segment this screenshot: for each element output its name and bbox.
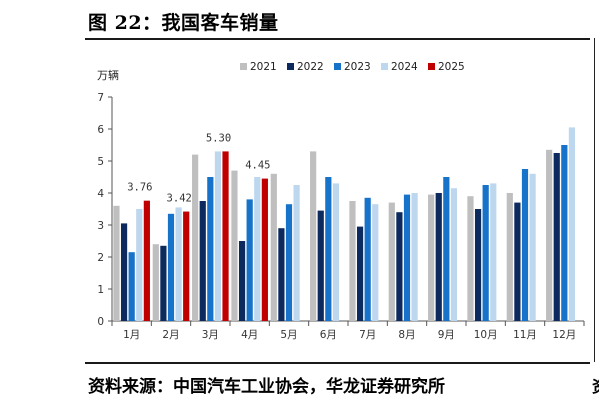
legend-swatch-2021 [240, 63, 247, 70]
bar-2025 [222, 151, 229, 321]
bar-2021 [310, 151, 317, 321]
bar-2023 [443, 177, 450, 321]
x-tick-label: 4月 [241, 329, 258, 341]
top-rule [85, 38, 590, 40]
bar-2023 [128, 252, 135, 321]
data-label: 5.30 [206, 132, 231, 144]
bar-2022 [317, 210, 324, 321]
bar-2024 [254, 177, 261, 321]
bar-2022 [514, 202, 521, 321]
x-tick-label: 11月 [513, 329, 537, 341]
legend-swatch-2025 [428, 63, 435, 70]
legend-label-2021: 2021 [250, 61, 277, 73]
y-tick-label: 4 [97, 188, 104, 200]
y-tick-label: 0 [97, 316, 104, 328]
bar-2024 [450, 188, 458, 321]
x-tick-label: 3月 [202, 329, 219, 341]
bar-2024 [293, 185, 300, 321]
bar-2021 [349, 201, 356, 321]
bar-2023 [561, 145, 568, 321]
bar-2025 [183, 211, 190, 321]
x-tick-label: 6月 [320, 329, 337, 341]
legend-swatch-2022 [287, 63, 294, 70]
bar-2022 [120, 223, 128, 321]
bar-2023 [167, 213, 175, 321]
bar-2023 [246, 199, 253, 321]
bar-2024 [332, 183, 340, 321]
bar-2023 [325, 177, 332, 321]
x-tick-label: 7月 [359, 329, 376, 341]
legend-label-2024: 2024 [391, 61, 418, 73]
bar-2024 [411, 193, 418, 321]
bar-2023 [207, 177, 214, 321]
bar-chart: 0 1 2 3 4 5 6 7 万辆 1月 2月 3月 4月 5月 6月 7月 8月 9月 10月 11月 12月 3.7… [97, 61, 585, 341]
bar-2022 [553, 153, 560, 321]
bar-2022 [160, 245, 167, 321]
bar-2025 [143, 200, 150, 321]
x-tick-label: 9月 [438, 329, 455, 341]
bar-2022 [435, 193, 442, 321]
y-tick-label: 5 [97, 156, 104, 168]
legend-label-2023: 2023 [344, 61, 371, 73]
right-frame-line [594, 38, 595, 362]
data-label: 3.76 [127, 182, 152, 194]
y-tick-label: 6 [97, 124, 104, 136]
legend-label-2025: 2025 [438, 61, 465, 73]
bar-2021 [270, 173, 277, 321]
bar-2021 [546, 149, 553, 321]
x-tick-label: 8月 [398, 329, 415, 341]
bar-2023 [285, 204, 293, 321]
bar-2021 [113, 205, 120, 321]
bar-2023 [482, 185, 489, 321]
bar-2022 [356, 226, 364, 321]
bar-2022 [396, 212, 403, 321]
bottom-rule [85, 362, 590, 364]
bar-2021 [428, 194, 435, 321]
bar-2021 [231, 170, 238, 321]
bar-2022 [474, 209, 482, 321]
figure-title: 图 22：我国客车销量 [88, 12, 279, 34]
x-tick-label: 12月 [552, 329, 576, 341]
bar-2023 [403, 194, 411, 321]
bar-2024 [136, 209, 143, 321]
data-label: 3.42 [167, 193, 192, 205]
y-tick-label: 7 [97, 92, 104, 104]
bar-2024 [568, 127, 576, 322]
source-note: 资料来源：中国汽车工业协会，华龙证券研究所 [88, 377, 445, 397]
bar-2022 [278, 228, 285, 321]
cut-off-source-text: 资 [592, 373, 599, 397]
bar-2021 [152, 244, 159, 321]
bar-2024 [529, 173, 536, 321]
bar-2024 [372, 204, 379, 321]
bar-2021 [388, 202, 395, 321]
y-tick-label: 1 [97, 284, 104, 296]
legend-label-2022: 2022 [297, 61, 324, 73]
y-tick-label: 3 [97, 220, 104, 232]
bar-2022 [238, 241, 246, 321]
bar-2021 [192, 154, 199, 321]
bar-2025 [261, 178, 268, 321]
x-tick-label: 2月 [162, 329, 179, 341]
legend-swatch-2024 [381, 63, 388, 70]
legend-swatch-2023 [334, 63, 341, 70]
y-tick-label: 2 [97, 252, 104, 264]
bar-2023 [364, 197, 371, 321]
bar-2021 [467, 196, 474, 321]
bar-2024 [175, 207, 182, 321]
x-tick-label: 1月 [123, 329, 140, 341]
bar-2024 [490, 183, 497, 321]
bar-2023 [521, 169, 529, 321]
x-tick-label: 10月 [474, 329, 498, 341]
data-label: 4.45 [245, 160, 270, 172]
bar-2024 [214, 151, 222, 321]
x-tick-label: 5月 [280, 329, 297, 341]
y-axis-label: 万辆 [97, 68, 119, 82]
bar-2022 [199, 201, 206, 321]
bar-2021 [506, 193, 513, 321]
